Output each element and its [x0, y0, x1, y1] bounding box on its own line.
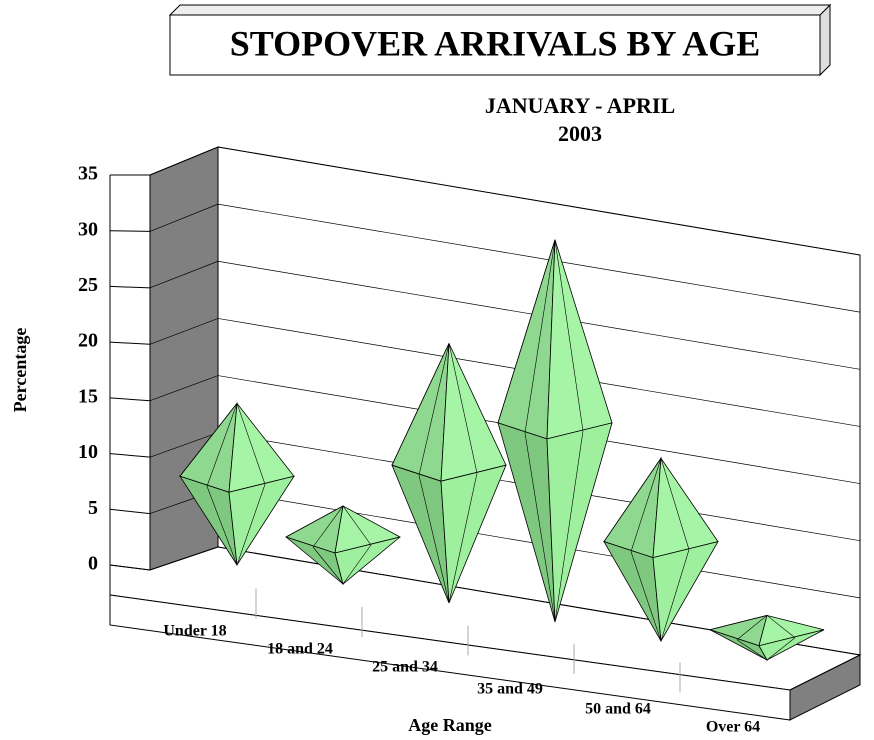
diamond [391, 343, 507, 604]
x-tick-label: Under 18 [163, 623, 226, 640]
x-tick-label: 25 and 34 [372, 659, 438, 676]
facet [554, 239, 584, 431]
facet [660, 458, 690, 550]
diamond [179, 402, 295, 567]
facet [448, 343, 478, 474]
grid-line [149, 318, 861, 427]
facet [630, 458, 662, 552]
facet [312, 505, 344, 548]
facet [630, 551, 662, 642]
x-tick-label: 18 and 24 [267, 641, 333, 658]
diamond [284, 505, 402, 586]
facet [418, 343, 450, 476]
y-tick-label: 30 [78, 218, 98, 240]
grid-line [149, 146, 861, 256]
facet [342, 505, 372, 546]
facet [342, 544, 372, 585]
y-tick-label: 25 [78, 274, 98, 296]
tick-mark [109, 397, 151, 402]
x-tick-label: Over 64 [706, 719, 760, 736]
diamond [603, 456, 719, 643]
x-tick-label: 35 and 49 [477, 681, 543, 698]
chart-title: STOPOVER ARRIVALS BY AGE [230, 23, 761, 63]
facet [554, 430, 584, 623]
facet [418, 475, 450, 604]
facet [206, 486, 238, 566]
x-axis-label: Age Range [408, 715, 492, 735]
facet [236, 403, 266, 485]
subtitle: 2003 [558, 121, 602, 146]
tick-mark [109, 341, 151, 345]
diamond-face [652, 541, 719, 643]
subtitle: JANUARY - APRIL [485, 93, 675, 118]
title-box [168, 3, 832, 77]
facet [766, 637, 796, 661]
grid-line [149, 546, 861, 656]
tick-mark [109, 230, 151, 232]
diamond-face [758, 629, 825, 661]
facet [236, 484, 266, 566]
x-tick-label: 50 and 64 [585, 701, 651, 718]
y-tick-label: 20 [78, 330, 98, 352]
tick-mark [109, 508, 151, 515]
facet [660, 549, 690, 642]
tick-mark [109, 285, 151, 289]
grid-line [149, 203, 861, 313]
facet [736, 639, 768, 661]
y-tick-label: 0 [88, 553, 98, 575]
facet [736, 615, 768, 640]
facet [206, 403, 238, 487]
diamond-face [228, 475, 295, 567]
tick-mark [109, 564, 151, 571]
facet [448, 473, 478, 604]
facet [524, 239, 556, 433]
y-tick-label: 35 [78, 163, 98, 185]
y-tick-label: 10 [78, 441, 98, 463]
diamond-face [546, 422, 613, 623]
y-axis-label: Percentage [10, 328, 30, 413]
facet [766, 615, 796, 638]
diamond [497, 239, 613, 623]
grid-line [149, 375, 861, 484]
tick-mark [109, 453, 151, 458]
facet [312, 546, 344, 585]
y-tick-label: 5 [88, 497, 98, 519]
grid-line [149, 260, 861, 370]
floor-side [789, 654, 861, 721]
diamond-face [440, 464, 507, 604]
diamond [708, 614, 825, 661]
facet [524, 432, 556, 623]
y-tick-label: 15 [78, 385, 98, 407]
